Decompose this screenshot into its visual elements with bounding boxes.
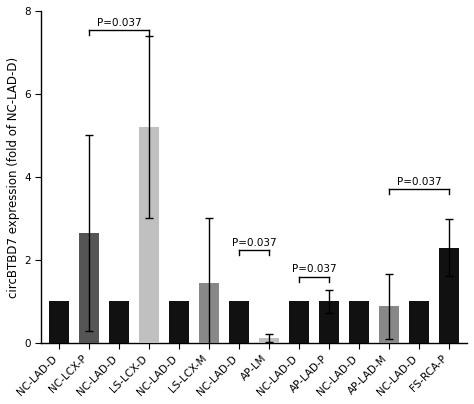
Text: P=0.037: P=0.037 [397,177,441,187]
Bar [200,283,219,343]
Text: P=0.037: P=0.037 [292,265,337,274]
Bar [139,127,159,343]
Bar [319,301,339,343]
Bar [410,301,429,343]
Y-axis label: circBTBD7 expression (fold of NC-LAD-D): circBTBD7 expression (fold of NC-LAD-D) [7,57,20,297]
Bar [229,301,249,343]
Bar [169,301,189,343]
Bar [109,301,129,343]
Bar [49,301,69,343]
Bar [349,301,369,343]
Bar [439,248,459,343]
Bar [289,301,309,343]
Bar [79,233,99,343]
Bar [259,338,279,343]
Text: P=0.037: P=0.037 [232,238,276,248]
Text: P=0.037: P=0.037 [97,17,141,27]
Bar [379,307,399,343]
